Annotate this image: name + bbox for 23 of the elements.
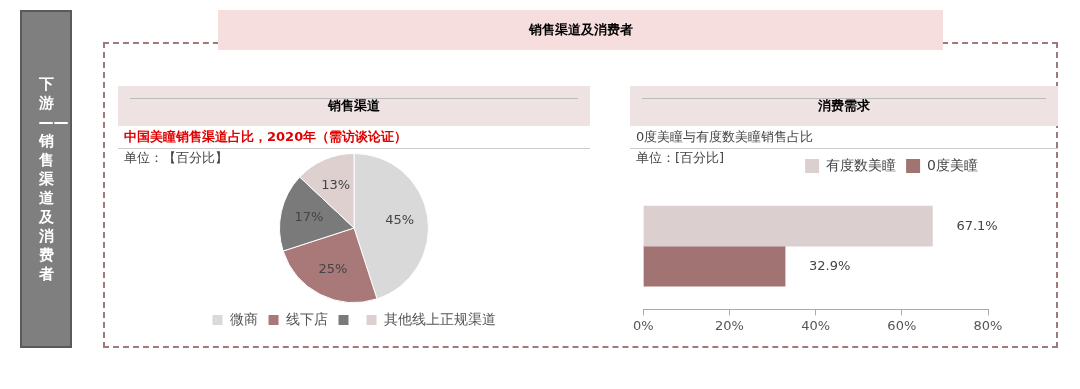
chart-title: 销售渠道 [328,97,380,115]
text: 单位：【百分比】 [123,149,229,167]
x-tick-label: 0% [633,317,654,333]
chart-subtitle: 中国美瞳销售渠道占比，2020年（需访谈论证） [118,126,590,149]
text: 销售渠道及消费者 [218,10,943,50]
chart-subtitle: 0度美瞳与有度数美瞳销售占比 [630,126,1058,149]
legend-label: 其他线上正规渠道 [384,310,496,327]
x-tick-label: 20% [715,317,744,333]
data-label: 25% [318,260,348,276]
legend-label: 0度美瞳 [927,156,979,173]
data-label: 67.1% [956,217,998,233]
x-tick-label: 40% [801,317,831,333]
chart-title: 消费需求 [818,97,870,115]
x-tick-label: 80% [973,317,1003,333]
legend-label: 微商 [230,310,258,327]
data-label: 45% [385,212,415,228]
data-label: 13% [321,176,351,192]
text: 下游——销售渠道及消费者 [38,74,69,283]
legend-label: 线下店 [286,310,328,327]
text: 单位：[百分比] [635,149,726,167]
legend-label: 有度数美瞳 [826,156,897,173]
data-label: 32.9% [809,257,851,273]
x-tick-label: 60% [887,317,917,333]
